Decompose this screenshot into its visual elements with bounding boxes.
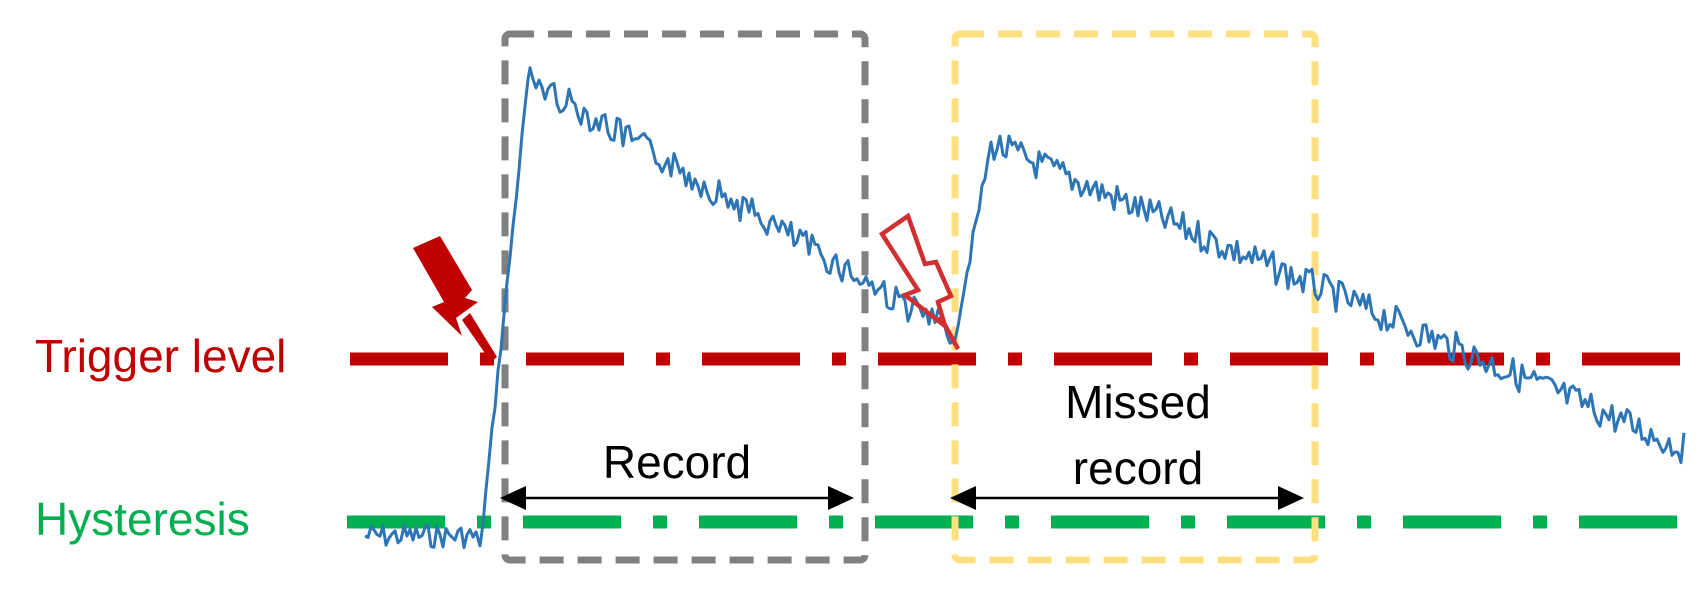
lightning-bolt-icon xyxy=(413,236,478,336)
record-label: Record xyxy=(603,436,751,488)
record-arrow xyxy=(500,486,854,510)
missed-record-label-line1: Missed xyxy=(1065,376,1211,428)
trigger-level-label: Trigger level xyxy=(35,330,286,382)
signal-trace xyxy=(364,66,1686,550)
lightning-bolt-outline-icon xyxy=(878,212,954,333)
lightning-bolt-outline-tail xyxy=(938,314,960,351)
missed-record-arrow xyxy=(950,486,1304,510)
missed-record-label-line2: record xyxy=(1073,442,1203,494)
lightning-bolt-icon-tail xyxy=(462,313,497,362)
hysteresis-label: Hysteresis xyxy=(35,493,250,545)
